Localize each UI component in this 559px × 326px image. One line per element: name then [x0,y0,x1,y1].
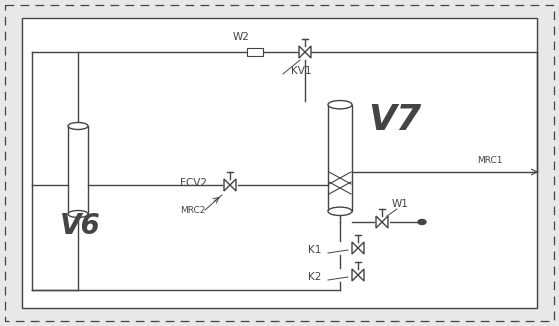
Polygon shape [358,269,364,281]
Text: V7: V7 [368,103,421,137]
Polygon shape [376,216,382,228]
Polygon shape [352,242,358,254]
Polygon shape [305,46,311,58]
Ellipse shape [418,219,426,225]
Text: K2: K2 [308,272,321,282]
Polygon shape [382,216,388,228]
Polygon shape [224,179,230,191]
Bar [328,105,352,211]
Polygon shape [230,179,236,191]
Text: W2: W2 [233,32,250,42]
Text: K1: K1 [308,245,321,255]
Ellipse shape [328,207,352,215]
Ellipse shape [68,211,88,217]
Polygon shape [299,46,305,58]
Polygon shape [22,18,537,308]
Ellipse shape [68,123,88,129]
Text: MRC2: MRC2 [180,206,205,215]
Bar [68,126,88,214]
Text: KV1: KV1 [291,66,311,76]
Polygon shape [358,242,364,254]
Text: W1: W1 [392,199,409,209]
Text: MRC1: MRC1 [477,156,503,165]
Bar [247,48,263,56]
Polygon shape [352,269,358,281]
Ellipse shape [328,100,352,109]
Text: FCV2: FCV2 [180,178,207,188]
Text: V6: V6 [60,213,101,241]
